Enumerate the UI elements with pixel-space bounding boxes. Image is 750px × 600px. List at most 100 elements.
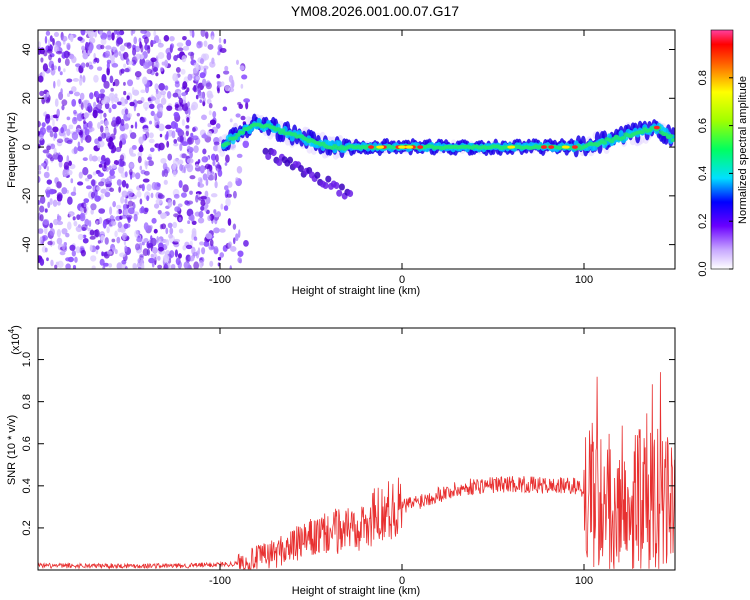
spectrogram-noise-blob: [59, 71, 63, 76]
spectrogram-noise-blob: [112, 46, 115, 53]
spectrogram-noise-blob: [170, 120, 177, 129]
spectrogram-noise-blob: [208, 103, 213, 109]
spectrogram-noise-blob: [136, 112, 141, 117]
spectrogram-noise-blob: [241, 74, 248, 80]
spectrogram-noise-blob: [197, 177, 203, 182]
spectrogram-noise-blob: [199, 72, 206, 79]
spectrogram-noise-blob: [106, 59, 112, 64]
spectrogram-noise-blob: [125, 183, 129, 189]
spectrogram-noise-blob: [119, 123, 126, 132]
spectrogram-noise-blob: [226, 193, 232, 198]
spectrogram-noise-blob: [46, 91, 49, 97]
spectrogram-noise-blob: [128, 207, 135, 215]
spectrogram-noise-blob: [118, 51, 122, 57]
spectrogram-noise-blob: [187, 51, 195, 56]
spectrogram-noise-blob: [111, 163, 117, 169]
spectrogram-noise-blob: [187, 101, 190, 108]
spectrogram-noise-blob: [120, 214, 128, 219]
spectrogram-noise-blob: [89, 42, 94, 51]
spectrogram-noise-blob: [59, 194, 63, 199]
spectrogram-ridge: [232, 135, 239, 140]
spectrogram-noise-blob: [139, 198, 143, 205]
spectrogram-noise-blob: [121, 190, 128, 198]
colorbar-tick-label: 0.2: [697, 214, 709, 229]
spectrogram-noise-blob: [201, 78, 207, 87]
spectrogram-noise-blob: [201, 134, 208, 139]
spectrogram-noise-blob: [104, 120, 109, 127]
spectrogram-noise-blob: [205, 31, 209, 39]
spectrogram-noise-blob: [108, 263, 113, 268]
spectrogram-noise-blob: [173, 238, 181, 243]
spectrogram-noise-blob: [157, 42, 164, 48]
spectrogram-noise-blob: [114, 30, 117, 35]
spectrogram-noise-blob: [72, 216, 76, 221]
spectrogram-noise-blob: [76, 113, 83, 122]
spectrogram-noise-blob: [153, 113, 160, 122]
spectrogram-noise-blob: [77, 233, 84, 241]
spectrogram-noise-blob: [108, 136, 114, 143]
spectrogram-noise-blob: [139, 117, 145, 124]
spectrogram-noise-blob: [91, 155, 98, 162]
spectrogram-noise-blob: [120, 97, 125, 103]
spectrogram-ytick-label: 20: [21, 92, 33, 104]
spectrogram-noise-blob: [136, 237, 143, 243]
spectrogram-noise-blob: [144, 207, 149, 213]
spectrogram-noise-blob: [53, 80, 56, 89]
spectrogram-noise-blob: [109, 187, 115, 193]
spectrogram-noise-blob: [157, 120, 160, 125]
spectrogram-noise-blob: [142, 101, 150, 110]
spectrogram-noise-blob: [46, 179, 53, 185]
spectrogram-noise-blob: [41, 122, 46, 128]
spectrogram-noise-blob: [54, 98, 59, 107]
spectrogram-noise-blob: [191, 101, 199, 111]
spectrogram-noise-blob: [43, 94, 48, 101]
spectrogram-noise-blob: [61, 99, 68, 106]
spectrogram-noise-blob: [134, 229, 139, 238]
spectrogram-noise-blob: [123, 81, 126, 86]
spectrogram-noise-blob: [47, 201, 51, 209]
spectrogram-noise-blob: [66, 78, 73, 83]
spectrogram-noise-blob: [103, 80, 110, 89]
spectrogram-noise-blob: [129, 132, 137, 140]
spectrogram-noise-blob: [87, 227, 91, 232]
spectrogram-noise-blob: [181, 141, 189, 147]
spectrogram-noise-blob: [88, 30, 95, 39]
spectrogram-noise-blob: [146, 68, 153, 75]
spectrogram-noise-blob: [193, 236, 198, 241]
spectrogram-noise-blob: [213, 145, 219, 152]
spectrogram-noise-blob: [118, 165, 125, 174]
spectrogram-noise-blob: [224, 85, 231, 92]
spectrogram-noise-blob: [44, 208, 48, 213]
spectrogram-noise-blob: [181, 119, 185, 126]
spectrogram-noise-blob: [177, 253, 182, 259]
spectrogram-noise-blob: [124, 171, 128, 178]
spectrogram-noise-blob: [71, 86, 77, 93]
spectrogram-noise-blob: [160, 97, 167, 105]
spectrogram-noise-blob: [179, 143, 183, 151]
spectrogram-noise-blob: [57, 65, 61, 72]
spectrogram-noise-blob: [63, 68, 66, 73]
spectrogram-noise-blob: [139, 41, 142, 49]
spectrogram-noise-blob: [141, 262, 145, 269]
spectrogram-noise-blob: [205, 178, 209, 187]
spectrogram-noise-blob: [189, 190, 193, 195]
spectrogram-noise-blob: [217, 162, 220, 170]
spectrogram-noise-blob: [40, 57, 44, 63]
spectrogram-noise-blob: [94, 90, 99, 98]
spectrogram-noise-blob: [119, 154, 125, 161]
spectrogram-noise-blob: [128, 169, 133, 176]
spectrogram-noise-blob: [98, 163, 103, 168]
spectrogram-noise-blob: [198, 92, 205, 99]
spectrogram-noise-blob: [72, 116, 78, 125]
spectrogram-noise-blob: [157, 51, 165, 60]
spectrogram-noise-blob: [232, 190, 237, 199]
spectrogram-noise-blob: [92, 59, 97, 64]
spectrogram-noise-blob: [74, 256, 78, 263]
spectrogram-noise-blob: [49, 130, 54, 138]
spectrogram-noise-blob: [183, 261, 190, 269]
spectrogram-noise-blob: [105, 166, 109, 172]
spectrogram-noise-blob: [89, 229, 95, 236]
spectrogram-noise-blob: [147, 156, 152, 161]
spectrogram-noise-blob: [58, 160, 63, 168]
